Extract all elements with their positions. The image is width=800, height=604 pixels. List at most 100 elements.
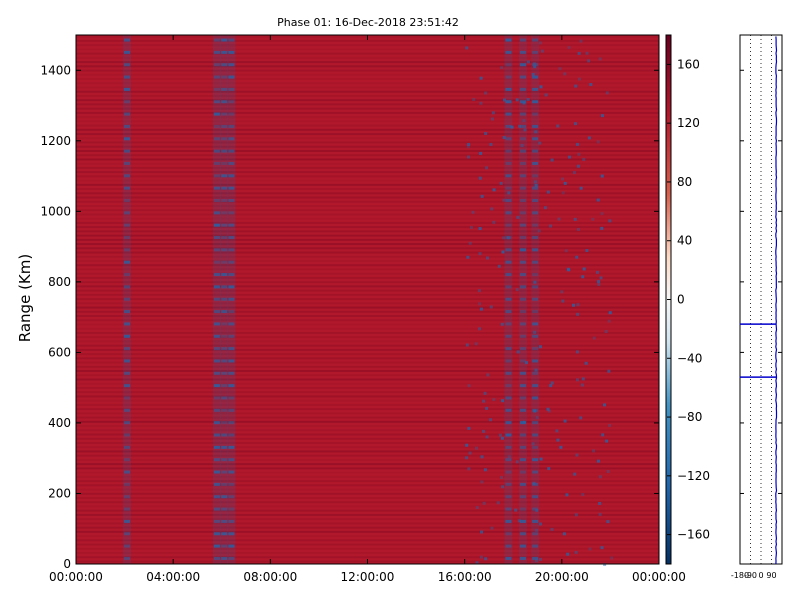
heatmap-row-streak: [76, 348, 659, 351]
heatmap-negative-cell: [575, 142, 579, 146]
heatmap-row-streak: [76, 272, 659, 275]
heatmap-negative-cell: [579, 39, 583, 43]
heatmap-negative-cell: [519, 174, 526, 178]
heatmap-negative-cell: [479, 76, 483, 80]
heatmap-negative-cell: [124, 347, 131, 351]
heatmap-negative-cell: [124, 507, 131, 511]
heatmap-negative-cell: [228, 532, 235, 536]
heatmap-negative-cell: [581, 493, 585, 497]
heatmap-negative-cell: [519, 236, 526, 240]
heatmap-negative-cell: [537, 229, 541, 233]
heatmap-row-streak: [76, 234, 659, 237]
heatmap-negative-cell: [532, 211, 539, 215]
heatmap-negative-cell: [505, 211, 512, 215]
heatmap-negative-cell: [469, 225, 473, 229]
heatmap-row-streak: [76, 183, 659, 186]
heatmap-negative-cell: [213, 186, 220, 190]
heatmap-negative-cell: [534, 183, 538, 187]
heatmap-negative-cell: [228, 544, 235, 548]
heatmap-negative-cell: [124, 38, 131, 42]
heatmap-negative-cell: [532, 433, 539, 437]
heatmap-negative-cell: [228, 198, 235, 202]
heatmap-negative-cell: [466, 145, 470, 149]
heatmap-negative-cell: [592, 449, 596, 453]
heatmap-negative-cell: [479, 307, 483, 311]
heatmap-negative-cell: [598, 501, 602, 505]
heatmap-negative-cell: [532, 544, 539, 548]
heatmap-row-streak: [76, 501, 659, 504]
heatmap-negative-cell: [221, 458, 228, 462]
heatmap-negative-cell: [506, 236, 510, 240]
heatmap-negative-cell: [557, 217, 561, 221]
heatmap-row-streak: [76, 323, 659, 326]
heatmap-negative-cell: [532, 198, 539, 202]
heatmap-row-streak: [76, 365, 659, 368]
heatmap-negative-cell: [534, 130, 538, 134]
heatmap-negative-cell: [532, 458, 539, 462]
heatmap-negative-cell: [124, 433, 131, 437]
heatmap-negative-cell: [543, 206, 547, 210]
heatmap: [75, 34, 660, 567]
heatmap-negative-cell: [213, 124, 220, 128]
heatmap-row-streak: [76, 289, 659, 292]
x-tick-label: 04:00:00: [146, 570, 200, 584]
heatmap-row-streak: [76, 141, 659, 144]
heatmap-row-streak: [76, 264, 659, 267]
heatmap-negative-cell: [228, 470, 235, 474]
heatmap-negative-cell: [567, 46, 571, 50]
heatmap-negative-cell: [516, 350, 520, 354]
heatmap-negative-cell: [608, 219, 612, 223]
heatmap-negative-cell: [221, 75, 228, 79]
heatmap-negative-cell: [502, 236, 506, 240]
heatmap-negative-cell: [558, 67, 562, 71]
heatmap-negative-cell: [532, 347, 539, 351]
heatmap-negative-cell: [489, 418, 493, 422]
heatmap-row-streak: [76, 94, 659, 97]
heatmap-negative-cell: [213, 161, 220, 165]
heatmap-row-streak: [76, 374, 659, 377]
heatmap-negative-cell: [532, 75, 539, 79]
colorbar-tick-label: 160: [677, 57, 700, 71]
heatmap-negative-cell: [221, 297, 228, 301]
heatmap-negative-cell: [577, 152, 581, 156]
heatmap-negative-cell: [124, 198, 131, 202]
heatmap-negative-cell: [228, 112, 235, 116]
heatmap-negative-cell: [572, 171, 576, 175]
heatmap-negative-cell: [228, 371, 235, 375]
heatmap-bands: [76, 35, 659, 567]
heatmap-negative-cell: [559, 445, 563, 449]
heatmap-negative-cell: [480, 455, 484, 459]
heatmap-row-streak: [76, 149, 659, 152]
heatmap-negative-cell: [526, 97, 530, 101]
colorbar-tick-label: 40: [677, 234, 692, 248]
heatmap-negative-cell: [505, 124, 512, 128]
heatmap-negative-cell: [526, 60, 530, 64]
heatmap-negative-cell: [228, 495, 235, 499]
heatmap-row-streak: [76, 162, 659, 165]
heatmap-row-streak: [76, 171, 659, 174]
heatmap-row-streak: [76, 492, 659, 495]
heatmap-row-streak: [76, 425, 659, 428]
heatmap-negative-cell: [480, 194, 484, 198]
heatmap-negative-cell: [213, 421, 220, 425]
heatmap-negative-cell: [124, 161, 131, 165]
heatmap-negative-cell: [576, 227, 580, 231]
y-tick-label: 800: [48, 275, 71, 289]
heatmap-negative-cell: [505, 458, 512, 462]
heatmap-negative-cell: [575, 378, 579, 382]
heatmap-negative-cell: [467, 426, 471, 430]
heatmap-negative-cell: [597, 280, 601, 284]
heatmap-negative-cell: [519, 149, 526, 153]
heatmap-negative-cell: [500, 476, 504, 480]
heatmap-negative-cell: [228, 186, 235, 190]
heatmap-negative-cell: [213, 322, 220, 326]
heatmap-negative-cell: [571, 303, 575, 307]
heatmap-row-streak: [76, 116, 659, 119]
side-profile-panel: -180-90 0 90: [731, 34, 783, 580]
heatmap-negative-cell: [482, 399, 486, 403]
heatmap-negative-cell: [533, 409, 537, 413]
heatmap-negative-cell: [519, 161, 526, 165]
heatmap-row-streak: [76, 99, 659, 102]
heatmap-negative-cell: [532, 297, 539, 301]
heatmap-negative-cell: [532, 519, 539, 523]
